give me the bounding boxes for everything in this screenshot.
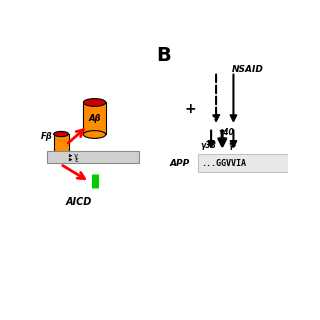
- Ellipse shape: [54, 156, 68, 161]
- Text: γ: γ: [74, 153, 78, 159]
- Ellipse shape: [84, 99, 106, 106]
- Polygon shape: [69, 158, 72, 161]
- Bar: [198, 155, 287, 172]
- Text: Fβ: Fβ: [41, 132, 53, 141]
- Text: AICD: AICD: [66, 197, 92, 207]
- Ellipse shape: [54, 132, 68, 137]
- Text: ε: ε: [74, 156, 78, 163]
- Text: APP: APP: [170, 159, 190, 168]
- Text: +: +: [185, 102, 196, 116]
- Text: ...GGVVIA: ...GGVVIA: [201, 159, 246, 168]
- Text: γ40: γ40: [218, 128, 234, 137]
- Bar: [84, 102, 106, 134]
- Text: γ38: γ38: [201, 141, 216, 150]
- Bar: [54, 134, 68, 159]
- Polygon shape: [69, 155, 72, 157]
- Text: NSAID: NSAID: [232, 65, 264, 74]
- Text: γ-: γ-: [229, 141, 237, 150]
- Bar: [47, 151, 139, 163]
- Text: Aβ: Aβ: [88, 114, 101, 123]
- Text: B: B: [156, 46, 172, 65]
- Ellipse shape: [84, 131, 106, 138]
